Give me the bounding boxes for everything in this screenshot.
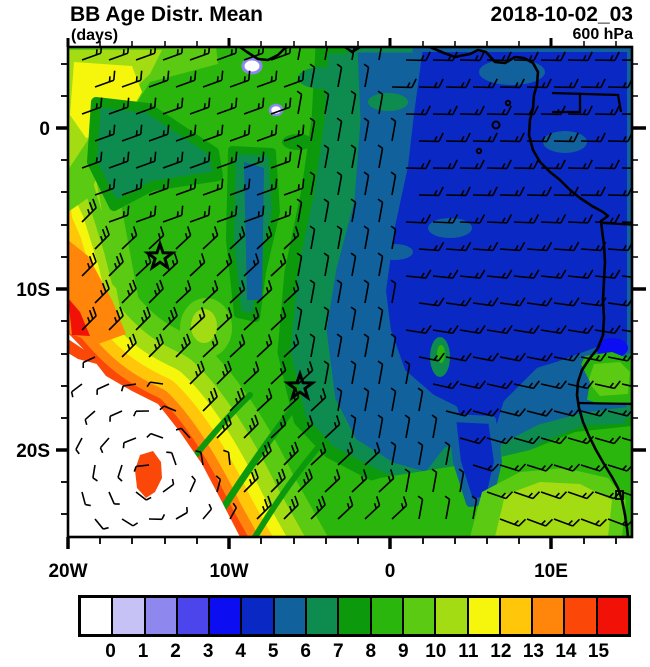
red-blob [135,451,162,498]
colorbar-tick-label: 9 [397,641,409,662]
star-marker [143,239,177,272]
y-axis-label: 20S [16,441,50,462]
colorbar-tick-label: 13 [522,641,544,662]
y-axis-label: 10S [16,280,50,301]
page-title: BB Age Distr. Mean [70,3,263,26]
colorbar-cell-13 [500,598,534,634]
country-border [577,401,632,406]
colorbar-cell-2 [145,598,178,634]
colorbar-cell-0 [81,598,114,634]
colorbar-cell-1 [113,598,146,634]
island-outline [475,147,483,155]
colorbar-tick-label: 0 [105,641,116,662]
pressure-level-label: 600 hPa [572,26,633,43]
star-marker [283,369,317,402]
blue-teal-patch-4 [377,244,413,260]
x-axis-label: 10E [534,561,568,582]
colorbar-cell-9 [371,598,404,634]
white-spot-1 [241,57,263,75]
colorbar-tick-label: 10 [425,641,447,662]
colorbar-tick-label: 7 [332,641,344,662]
colorbar-cell-10 [403,598,437,634]
plot-frame [66,45,634,539]
coastline [429,47,630,537]
colorbar-tick-label: 2 [170,641,181,662]
contour-field [68,47,632,537]
valid-datetime-label: 2018-10-02_03 [490,3,633,26]
colorbar-tick-label: 11 [458,641,479,662]
island-outline [504,99,512,107]
wind-barbs [70,47,632,530]
colorbar-cell-11 [436,598,469,634]
colorbar-tick-label: 15 [587,641,610,662]
green-patch-mid-inner [191,309,217,343]
colorbar-cell-5 [242,598,275,634]
colorbar-cell-12 [468,598,501,634]
x-axis-label: 20W [48,561,87,582]
colorbar-tick-label: 12 [490,641,512,662]
colorbar-cell-15 [565,598,598,634]
colorbar-tick-label: 8 [365,641,377,662]
colorbar-cell-14 [533,598,566,634]
blue-teal-patch-1 [479,59,545,85]
colorbar-cell-8 [339,598,372,634]
topcenter-seagreen-2 [368,93,408,111]
colorbar-cell-4 [210,598,243,634]
colorbar-tick-label: 14 [555,641,577,662]
colorbar-cell-6 [274,598,308,634]
colorbar-tick-label: 6 [300,641,311,662]
island-outline [491,120,501,130]
topcenter-seagreen-1 [298,67,346,89]
colorbar-tick-label: 5 [267,641,279,662]
colorbar [78,595,631,637]
royal-blue-patch [596,338,628,358]
x-axis-label: 0 [385,561,396,582]
y-axis-label: 0 [39,119,50,140]
colorbar-tick-label: 3 [202,641,214,662]
x-axis-label: 10W [209,561,248,582]
colorbar-cell-3 [177,598,211,634]
lagoon-outline [615,490,624,500]
coast-green-light [588,362,630,396]
coastline [344,47,361,54]
colorbar-cell-7 [307,598,340,634]
orange-sliver [68,339,97,364]
colorbar-cell-16 [597,598,629,634]
units-label: (days) [71,27,119,44]
colorbar-tick-label: 1 [137,641,149,662]
teal-band-inner [244,162,264,300]
country-border [551,91,623,113]
green-wisp-inner [437,345,445,363]
colorbar-tick-label: 4 [235,641,246,662]
